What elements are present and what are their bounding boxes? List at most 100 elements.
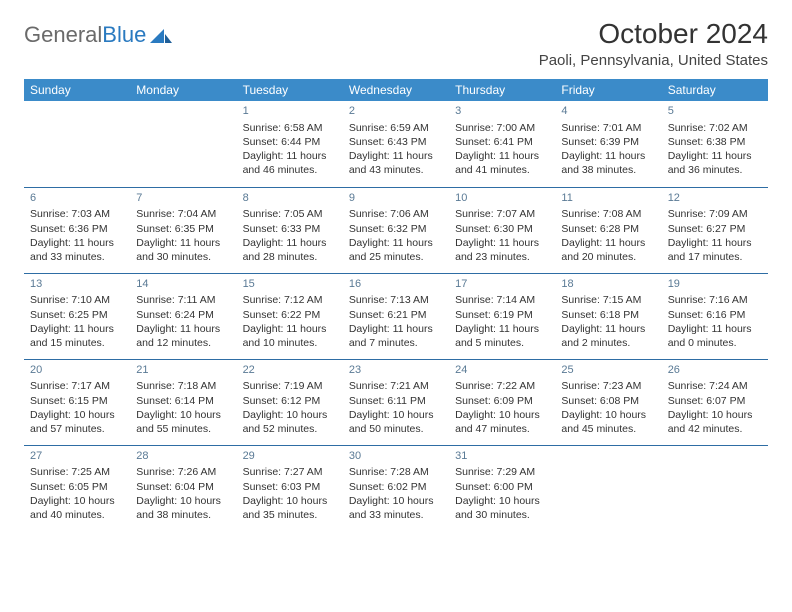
daylight-line: Daylight: 11 hours and 33 minutes. xyxy=(30,236,124,264)
calendar-weekday-header: SundayMondayTuesdayWednesdayThursdayFrid… xyxy=(24,79,768,101)
daylight-line: Daylight: 11 hours and 41 minutes. xyxy=(455,149,549,177)
sunset-line: Sunset: 6:27 PM xyxy=(668,222,762,236)
sunrise-line: Sunrise: 7:22 AM xyxy=(455,379,549,393)
day-number: 26 xyxy=(668,363,762,378)
weekday-header: Tuesday xyxy=(237,79,343,101)
day-number: 25 xyxy=(561,363,655,378)
calendar-day-cell: 29Sunrise: 7:27 AMSunset: 6:03 PMDayligh… xyxy=(237,445,343,531)
sunrise-line: Sunrise: 7:04 AM xyxy=(136,207,230,221)
daylight-line: Daylight: 11 hours and 28 minutes. xyxy=(243,236,337,264)
daylight-line: Daylight: 10 hours and 40 minutes. xyxy=(30,494,124,522)
day-number: 6 xyxy=(30,191,124,206)
day-number: 7 xyxy=(136,191,230,206)
calendar-week-row: 6Sunrise: 7:03 AMSunset: 6:36 PMDaylight… xyxy=(24,187,768,273)
daylight-line: Daylight: 10 hours and 50 minutes. xyxy=(349,408,443,436)
daylight-line: Daylight: 10 hours and 35 minutes. xyxy=(243,494,337,522)
day-number: 13 xyxy=(30,277,124,292)
sunset-line: Sunset: 6:18 PM xyxy=(561,308,655,322)
brand-sail-icon xyxy=(150,27,172,43)
sunset-line: Sunset: 6:05 PM xyxy=(30,480,124,494)
day-number: 31 xyxy=(455,449,549,464)
daylight-line: Daylight: 11 hours and 17 minutes. xyxy=(668,236,762,264)
sunrise-line: Sunrise: 7:10 AM xyxy=(30,293,124,307)
calendar-day-cell: 22Sunrise: 7:19 AMSunset: 6:12 PMDayligh… xyxy=(237,359,343,445)
daylight-line: Daylight: 11 hours and 2 minutes. xyxy=(561,322,655,350)
calendar-day-cell: 15Sunrise: 7:12 AMSunset: 6:22 PMDayligh… xyxy=(237,273,343,359)
sunset-line: Sunset: 6:25 PM xyxy=(30,308,124,322)
sunset-line: Sunset: 6:43 PM xyxy=(349,135,443,149)
sunrise-line: Sunrise: 7:27 AM xyxy=(243,465,337,479)
sunset-line: Sunset: 6:33 PM xyxy=(243,222,337,236)
day-number: 27 xyxy=(30,449,124,464)
day-number: 20 xyxy=(30,363,124,378)
calendar-day-cell: 8Sunrise: 7:05 AMSunset: 6:33 PMDaylight… xyxy=(237,187,343,273)
weekday-header: Friday xyxy=(555,79,661,101)
calendar-day-cell: 31Sunrise: 7:29 AMSunset: 6:00 PMDayligh… xyxy=(449,445,555,531)
sunrise-line: Sunrise: 7:07 AM xyxy=(455,207,549,221)
sunset-line: Sunset: 6:36 PM xyxy=(30,222,124,236)
day-number: 1 xyxy=(243,104,337,119)
sunrise-line: Sunrise: 7:21 AM xyxy=(349,379,443,393)
sunrise-line: Sunrise: 7:28 AM xyxy=(349,465,443,479)
sunset-line: Sunset: 6:19 PM xyxy=(455,308,549,322)
day-number: 29 xyxy=(243,449,337,464)
month-title: October 2024 xyxy=(539,18,768,50)
sunset-line: Sunset: 6:21 PM xyxy=(349,308,443,322)
calendar-body: 1Sunrise: 6:58 AMSunset: 6:44 PMDaylight… xyxy=(24,101,768,531)
sunrise-line: Sunrise: 7:18 AM xyxy=(136,379,230,393)
weekday-header: Wednesday xyxy=(343,79,449,101)
calendar-day-cell: 16Sunrise: 7:13 AMSunset: 6:21 PMDayligh… xyxy=(343,273,449,359)
sunrise-line: Sunrise: 7:00 AM xyxy=(455,121,549,135)
daylight-line: Daylight: 11 hours and 0 minutes. xyxy=(668,322,762,350)
day-number: 16 xyxy=(349,277,443,292)
brand-first: General xyxy=(24,22,102,47)
calendar-day-cell: 17Sunrise: 7:14 AMSunset: 6:19 PMDayligh… xyxy=(449,273,555,359)
daylight-line: Daylight: 10 hours and 33 minutes. xyxy=(349,494,443,522)
sunset-line: Sunset: 6:41 PM xyxy=(455,135,549,149)
calendar-day-cell xyxy=(662,445,768,531)
daylight-line: Daylight: 11 hours and 7 minutes. xyxy=(349,322,443,350)
daylight-line: Daylight: 11 hours and 25 minutes. xyxy=(349,236,443,264)
calendar-day-cell: 28Sunrise: 7:26 AMSunset: 6:04 PMDayligh… xyxy=(130,445,236,531)
sunrise-line: Sunrise: 7:08 AM xyxy=(561,207,655,221)
day-number: 24 xyxy=(455,363,549,378)
sunrise-line: Sunrise: 7:16 AM xyxy=(668,293,762,307)
calendar-day-cell: 4Sunrise: 7:01 AMSunset: 6:39 PMDaylight… xyxy=(555,101,661,187)
calendar-table: SundayMondayTuesdayWednesdayThursdayFrid… xyxy=(24,79,768,531)
sunrise-line: Sunrise: 7:12 AM xyxy=(243,293,337,307)
sunrise-line: Sunrise: 7:13 AM xyxy=(349,293,443,307)
calendar-day-cell: 11Sunrise: 7:08 AMSunset: 6:28 PMDayligh… xyxy=(555,187,661,273)
calendar-week-row: 1Sunrise: 6:58 AMSunset: 6:44 PMDaylight… xyxy=(24,101,768,187)
sunset-line: Sunset: 6:15 PM xyxy=(30,394,124,408)
brand-logo: GeneralBlue xyxy=(24,22,172,48)
daylight-line: Daylight: 11 hours and 30 minutes. xyxy=(136,236,230,264)
day-number: 21 xyxy=(136,363,230,378)
sunset-line: Sunset: 6:30 PM xyxy=(455,222,549,236)
sunrise-line: Sunrise: 7:11 AM xyxy=(136,293,230,307)
sunrise-line: Sunrise: 6:58 AM xyxy=(243,121,337,135)
sunset-line: Sunset: 6:04 PM xyxy=(136,480,230,494)
daylight-line: Daylight: 11 hours and 46 minutes. xyxy=(243,149,337,177)
daylight-line: Daylight: 10 hours and 55 minutes. xyxy=(136,408,230,436)
calendar-day-cell: 13Sunrise: 7:10 AMSunset: 6:25 PMDayligh… xyxy=(24,273,130,359)
daylight-line: Daylight: 11 hours and 5 minutes. xyxy=(455,322,549,350)
day-number: 2 xyxy=(349,104,443,119)
sunrise-line: Sunrise: 7:09 AM xyxy=(668,207,762,221)
sunrise-line: Sunrise: 7:24 AM xyxy=(668,379,762,393)
day-number: 12 xyxy=(668,191,762,206)
sunset-line: Sunset: 6:00 PM xyxy=(455,480,549,494)
sunset-line: Sunset: 6:03 PM xyxy=(243,480,337,494)
calendar-day-cell xyxy=(555,445,661,531)
calendar-day-cell: 6Sunrise: 7:03 AMSunset: 6:36 PMDaylight… xyxy=(24,187,130,273)
sunrise-line: Sunrise: 7:05 AM xyxy=(243,207,337,221)
sunset-line: Sunset: 6:24 PM xyxy=(136,308,230,322)
calendar-day-cell: 7Sunrise: 7:04 AMSunset: 6:35 PMDaylight… xyxy=(130,187,236,273)
weekday-header: Monday xyxy=(130,79,236,101)
calendar-week-row: 13Sunrise: 7:10 AMSunset: 6:25 PM Dayligh… xyxy=(24,273,768,359)
day-number: 23 xyxy=(349,363,443,378)
daylight-line: Daylight: 11 hours and 36 minutes. xyxy=(668,149,762,177)
sunrise-line: Sunrise: 7:03 AM xyxy=(30,207,124,221)
daylight-line: Daylight: 11 hours and 43 minutes. xyxy=(349,149,443,177)
day-number: 10 xyxy=(455,191,549,206)
calendar-day-cell: 21Sunrise: 7:18 AMSunset: 6:14 PMDayligh… xyxy=(130,359,236,445)
